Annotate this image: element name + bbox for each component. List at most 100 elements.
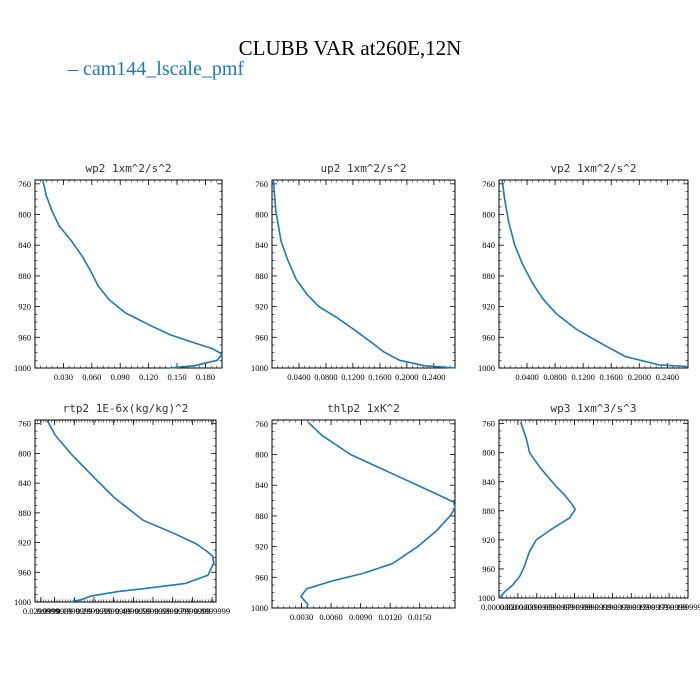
subplot-4: rtp2 1E-6x(kg/kg)^2 760 800 840 880 920 960 100… <box>14 402 230 616</box>
subplot-6: wp3 1xm^3/s^3 760 800 840 880 920 960 10000.000… <box>478 402 700 612</box>
x-tick-label: 0.5999999 <box>135 606 171 616</box>
series-line <box>498 421 577 599</box>
y-tick-label: 840 <box>482 240 495 250</box>
legend-label: cam144_lscale_pmf <box>83 58 245 80</box>
y-tick-label: 960 <box>482 332 495 342</box>
y-tick-label: 840 <box>18 240 31 250</box>
x-tick-label: 0.0599999 <box>538 602 574 612</box>
x-tick-label: 0.0200000 <box>500 602 536 612</box>
x-tick-label: 0.120 <box>139 372 158 382</box>
y-tick-label: 800 <box>482 448 495 458</box>
x-tick-label: 0.0400 <box>287 372 310 382</box>
subplot-title: up2 1xm^2/s^2 <box>320 162 406 175</box>
x-tick-label: 0.1999999 <box>670 602 700 612</box>
x-tick-label: 0.0090 <box>349 612 372 622</box>
y-tick-label: 760 <box>255 179 268 189</box>
y-tick-label: 1000 <box>478 593 495 603</box>
x-tick-label: 0.1200 <box>571 372 594 382</box>
x-tick-label: 0.1999999 <box>56 606 92 616</box>
y-tick-label: 840 <box>255 480 268 490</box>
x-tick-label: 0.030 <box>54 372 73 382</box>
x-tick-label: 0.0400 <box>515 372 538 382</box>
x-tick-label: 0.0800 <box>314 372 337 382</box>
y-tick-label: 920 <box>18 302 31 312</box>
x-tick-label: 0.060 <box>82 372 101 382</box>
y-tick-label: 920 <box>482 535 495 545</box>
legend-entry: – cam144_lscale_pmf <box>68 58 244 81</box>
y-tick-label: 960 <box>255 572 268 582</box>
x-tick-label: 0.0799999 <box>557 602 593 612</box>
y-tick-label: 920 <box>255 302 268 312</box>
x-tick-label: 0.3999999 <box>96 606 132 616</box>
series-line <box>501 179 689 368</box>
x-tick-label: 0.1200 <box>341 372 364 382</box>
plot-frame <box>271 179 456 369</box>
y-tick-label: 760 <box>482 179 495 189</box>
y-tick-label: 760 <box>18 419 31 429</box>
y-tick-label: 880 <box>482 506 495 516</box>
x-tick-label: 0.0030 <box>290 612 313 622</box>
x-tick-label: 0.1600 <box>600 372 623 382</box>
x-tick-label: 0.0299999 <box>23 606 59 616</box>
x-tick-label: 0.2999999 <box>76 606 112 616</box>
x-tick-label: 0.0999999 <box>37 606 73 616</box>
x-tick-label: 0.0150 <box>408 612 431 622</box>
y-tick-label: 800 <box>18 448 31 458</box>
y-tick-label: 1000 <box>251 603 268 613</box>
x-tick-label: 0.1199999 <box>594 602 630 612</box>
x-tick-label: 0.1600 <box>368 372 391 382</box>
y-tick-label: 880 <box>255 511 268 521</box>
x-tick-label: 0.1399999 <box>613 602 649 612</box>
y-tick-label: 840 <box>482 477 495 487</box>
subplot-2: up2 1xm^2/s^2 760 800 840 880 920 960 1000 0.040… <box>251 162 456 382</box>
x-tick-label: 0.2400 <box>422 372 445 382</box>
series-line <box>300 421 456 609</box>
subplot-1: wp2 1xm^2/s^2 760 800 840 880 920 960 1000 0.030… <box>14 162 223 382</box>
x-tick-label: 0.2400 <box>656 372 679 382</box>
y-tick-label: 880 <box>482 271 495 281</box>
figure-title: CLUBB VAR at260E,12N <box>238 36 462 60</box>
y-tick-label: 1000 <box>14 363 31 373</box>
x-tick-label: 0.4999999 <box>115 606 151 616</box>
x-tick-label: 0.0060 <box>319 612 342 622</box>
y-tick-label: 920 <box>18 538 31 548</box>
y-tick-label: 960 <box>18 332 31 342</box>
x-tick-label: 0.2000 <box>395 372 418 382</box>
x-tick-label: 0.6999999 <box>155 606 191 616</box>
x-tick-label: 0.0000000 <box>481 602 517 612</box>
series-line <box>272 179 456 369</box>
legend-line-marker: – <box>68 58 78 80</box>
plot-frame <box>34 179 223 369</box>
x-tick-label: 0.0800 <box>543 372 566 382</box>
y-tick-label: 800 <box>482 210 495 220</box>
y-tick-label: 880 <box>18 508 31 518</box>
y-tick-label: 1000 <box>14 597 31 607</box>
subplot-title: wp3 1xm^3/s^3 <box>550 402 636 415</box>
x-tick-label: 0.7999999 <box>174 606 210 616</box>
subplot-5: thlp2 1xK^2 760 800 840 880 920 960 1000 0.0030 0… <box>251 402 456 622</box>
x-tick-label: 0.090 <box>111 372 130 382</box>
y-tick-label: 960 <box>255 332 268 342</box>
x-tick-label: 0.0399999 <box>519 602 555 612</box>
y-tick-label: 800 <box>255 210 268 220</box>
series-line <box>42 179 223 369</box>
y-tick-label: 920 <box>482 302 495 312</box>
x-tick-label: 0.180 <box>196 372 215 382</box>
plot-frame <box>498 419 689 599</box>
plot-frame <box>34 419 217 603</box>
x-tick-label: 0.0999999 <box>575 602 611 612</box>
y-tick-label: 880 <box>18 271 31 281</box>
subplot-title: rtp2 1E-6x(kg/kg)^2 <box>63 402 189 415</box>
y-tick-label: 960 <box>482 564 495 574</box>
y-tick-label: 1000 <box>478 363 495 373</box>
subplot-title: vp2 1xm^2/s^2 <box>550 162 636 175</box>
x-tick-label: 0.2000 <box>628 372 651 382</box>
y-tick-label: 760 <box>18 179 31 189</box>
y-tick-label: 920 <box>255 542 268 552</box>
y-tick-label: 960 <box>18 567 31 577</box>
x-tick-label: 0.1799999 <box>651 602 687 612</box>
y-tick-label: 1000 <box>251 363 268 373</box>
x-tick-label: 0.8999999 <box>194 606 230 616</box>
y-tick-label: 760 <box>255 419 268 429</box>
